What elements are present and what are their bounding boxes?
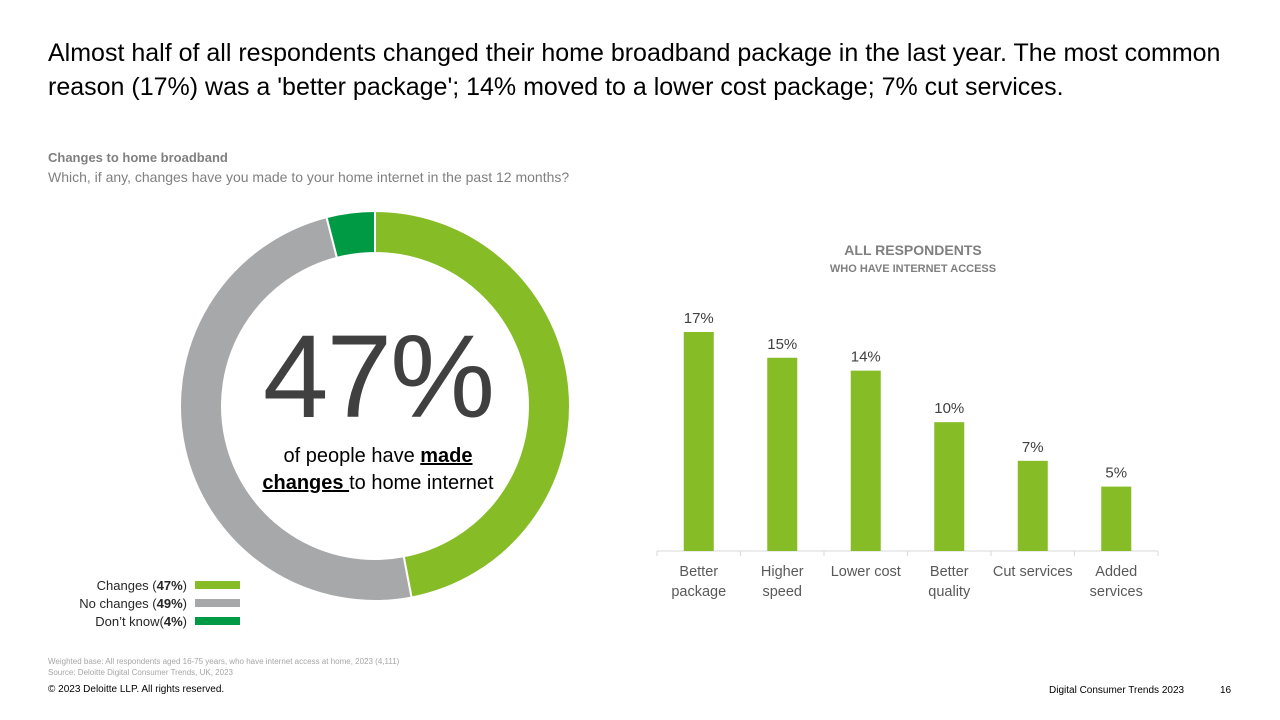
donut-caption: of people have made changes to home inte… bbox=[262, 443, 494, 497]
bar bbox=[767, 357, 798, 551]
page-number: 16 bbox=[1220, 685, 1232, 696]
base-footnote: Weighted base: All respondents aged 16-7… bbox=[48, 657, 400, 666]
x-tick-label: Better quality bbox=[928, 564, 971, 600]
bar-value-label: 14% bbox=[851, 349, 881, 366]
donut-slice-changes bbox=[374, 209, 571, 599]
donut-slice-no-changes bbox=[179, 215, 413, 602]
bar-chart: 17% Better package 15% Higher speed 14% Lower c… bbox=[656, 310, 1159, 600]
legend-swatch bbox=[195, 581, 240, 589]
legend-label: Changes (47%) bbox=[96, 577, 187, 593]
bar-value-label: 15% bbox=[767, 336, 797, 353]
footer-brand: Digital Consumer Trends 2023 bbox=[1049, 685, 1185, 696]
legend-item-changes: Changes (47%) bbox=[40, 576, 240, 594]
donut-chart bbox=[179, 209, 571, 602]
x-tick-label: Higher speed bbox=[761, 564, 804, 600]
copyright: © 2023 Deloitte LLP. All rights reserved… bbox=[48, 684, 225, 695]
caption-text-post: to home internet bbox=[349, 472, 494, 494]
legend-swatch bbox=[195, 617, 240, 625]
x-tick-label: Cut services bbox=[993, 564, 1073, 580]
x-tick-label: Better package bbox=[671, 564, 726, 600]
bar bbox=[1017, 460, 1048, 551]
slide-headline: Almost half of all respondents changed t… bbox=[48, 39, 1221, 101]
caption-text-pre: of people have bbox=[283, 445, 421, 467]
donut-slice-dont-know bbox=[325, 209, 376, 260]
bar-chart-title: ALL RESPONDENTS bbox=[844, 242, 982, 258]
x-tick-label: Added services bbox=[1090, 564, 1143, 600]
bar bbox=[1101, 486, 1132, 551]
donut-center-value: 47% bbox=[262, 311, 495, 443]
bar bbox=[850, 370, 881, 551]
bar bbox=[934, 422, 965, 551]
legend-item-dont-know: Don’t know(4%) bbox=[40, 612, 240, 630]
bar-value-label: 7% bbox=[1022, 439, 1044, 456]
legend-label: No changes (49%) bbox=[79, 595, 187, 611]
x-tick-label: Lower cost bbox=[831, 564, 901, 580]
legend-item-no-changes: No changes (49%) bbox=[40, 594, 240, 612]
caption-text-emphasis: made changes bbox=[262, 445, 473, 494]
section-title: Changes to home broadband bbox=[48, 150, 228, 165]
bar-chart-subtitle: WHO HAVE INTERNET ACCESS bbox=[829, 263, 997, 275]
source-footnote: Source: Deloitte Digital Consumer Trends… bbox=[48, 668, 233, 677]
bar bbox=[683, 332, 714, 551]
bar-value-label: 5% bbox=[1105, 465, 1127, 482]
bar-value-label: 10% bbox=[934, 400, 964, 417]
legend-swatch bbox=[195, 599, 240, 607]
section-question: Which, if any, changes have you made to … bbox=[48, 169, 570, 185]
legend-label: Don’t know(4%) bbox=[95, 613, 187, 629]
bar-value-label: 17% bbox=[684, 310, 714, 327]
